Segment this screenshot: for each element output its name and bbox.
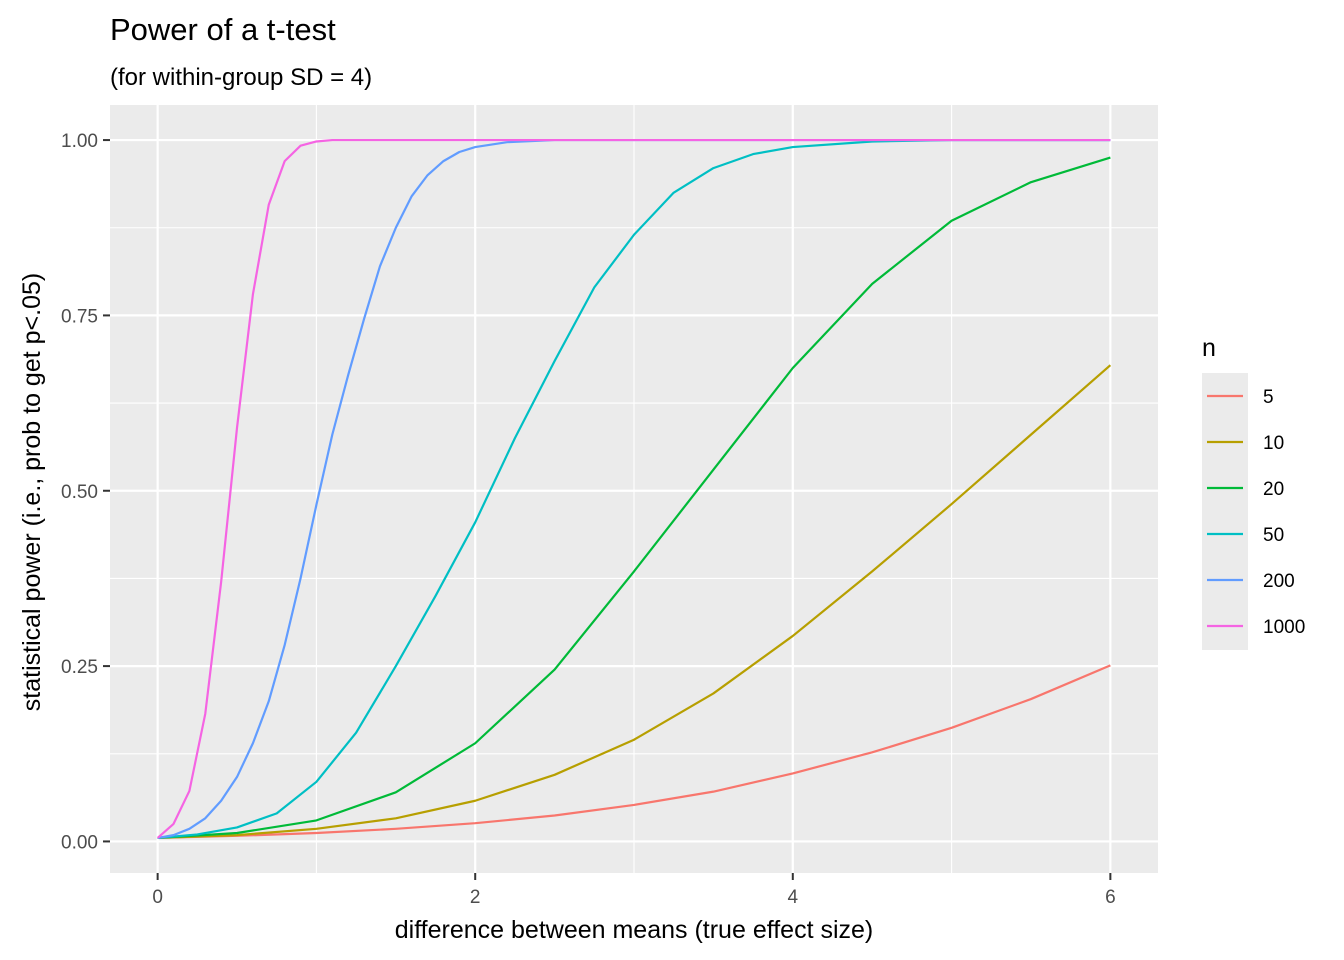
series-line-200 [157,138,1111,840]
x-tick-label: 6 [1105,887,1116,908]
y-tick-label: 0.00 [61,832,98,853]
y-tick-label: 0.50 [61,482,98,503]
x-tick-label: 2 [470,887,481,908]
y-tick-label: 0.25 [61,657,98,678]
legend-label-10: 10 [1263,433,1284,454]
axes: 0 2 4 6 0.00 0.25 0.50 0.75 1.00 [61,131,1116,908]
y-tick-label: 1.00 [61,131,98,152]
legend-label-5: 5 [1263,387,1274,408]
x-axis-title: difference between means (true effect si… [395,916,874,944]
x-tick-label: 0 [152,887,163,908]
series-line-10 [157,364,1112,840]
legend-label-50: 50 [1263,525,1284,546]
y-axis-title: statistical power (i.e., prob to get p<.… [18,273,46,711]
legend-key-background [1202,373,1248,650]
legend-label-200: 200 [1263,571,1295,592]
y-tick-label: 0.75 [61,306,98,327]
legend-title: n [1202,334,1216,362]
legend-label-1000: 1000 [1263,617,1305,638]
series-line-5 [157,664,1111,840]
x-tick-label: 4 [787,887,798,908]
legend-label-20: 20 [1263,479,1284,500]
chart-title: Power of a t-test [110,12,336,47]
legend: n 5 10 20 50 200 1000 [1202,334,1305,650]
chart-subtitle: (for within-group SD = 4) [110,64,372,91]
series-line-20 [157,156,1111,840]
series-line-1000 [156,138,1111,839]
grid [110,105,1158,873]
series-line-50 [157,138,1111,840]
series-lines [156,138,1112,840]
